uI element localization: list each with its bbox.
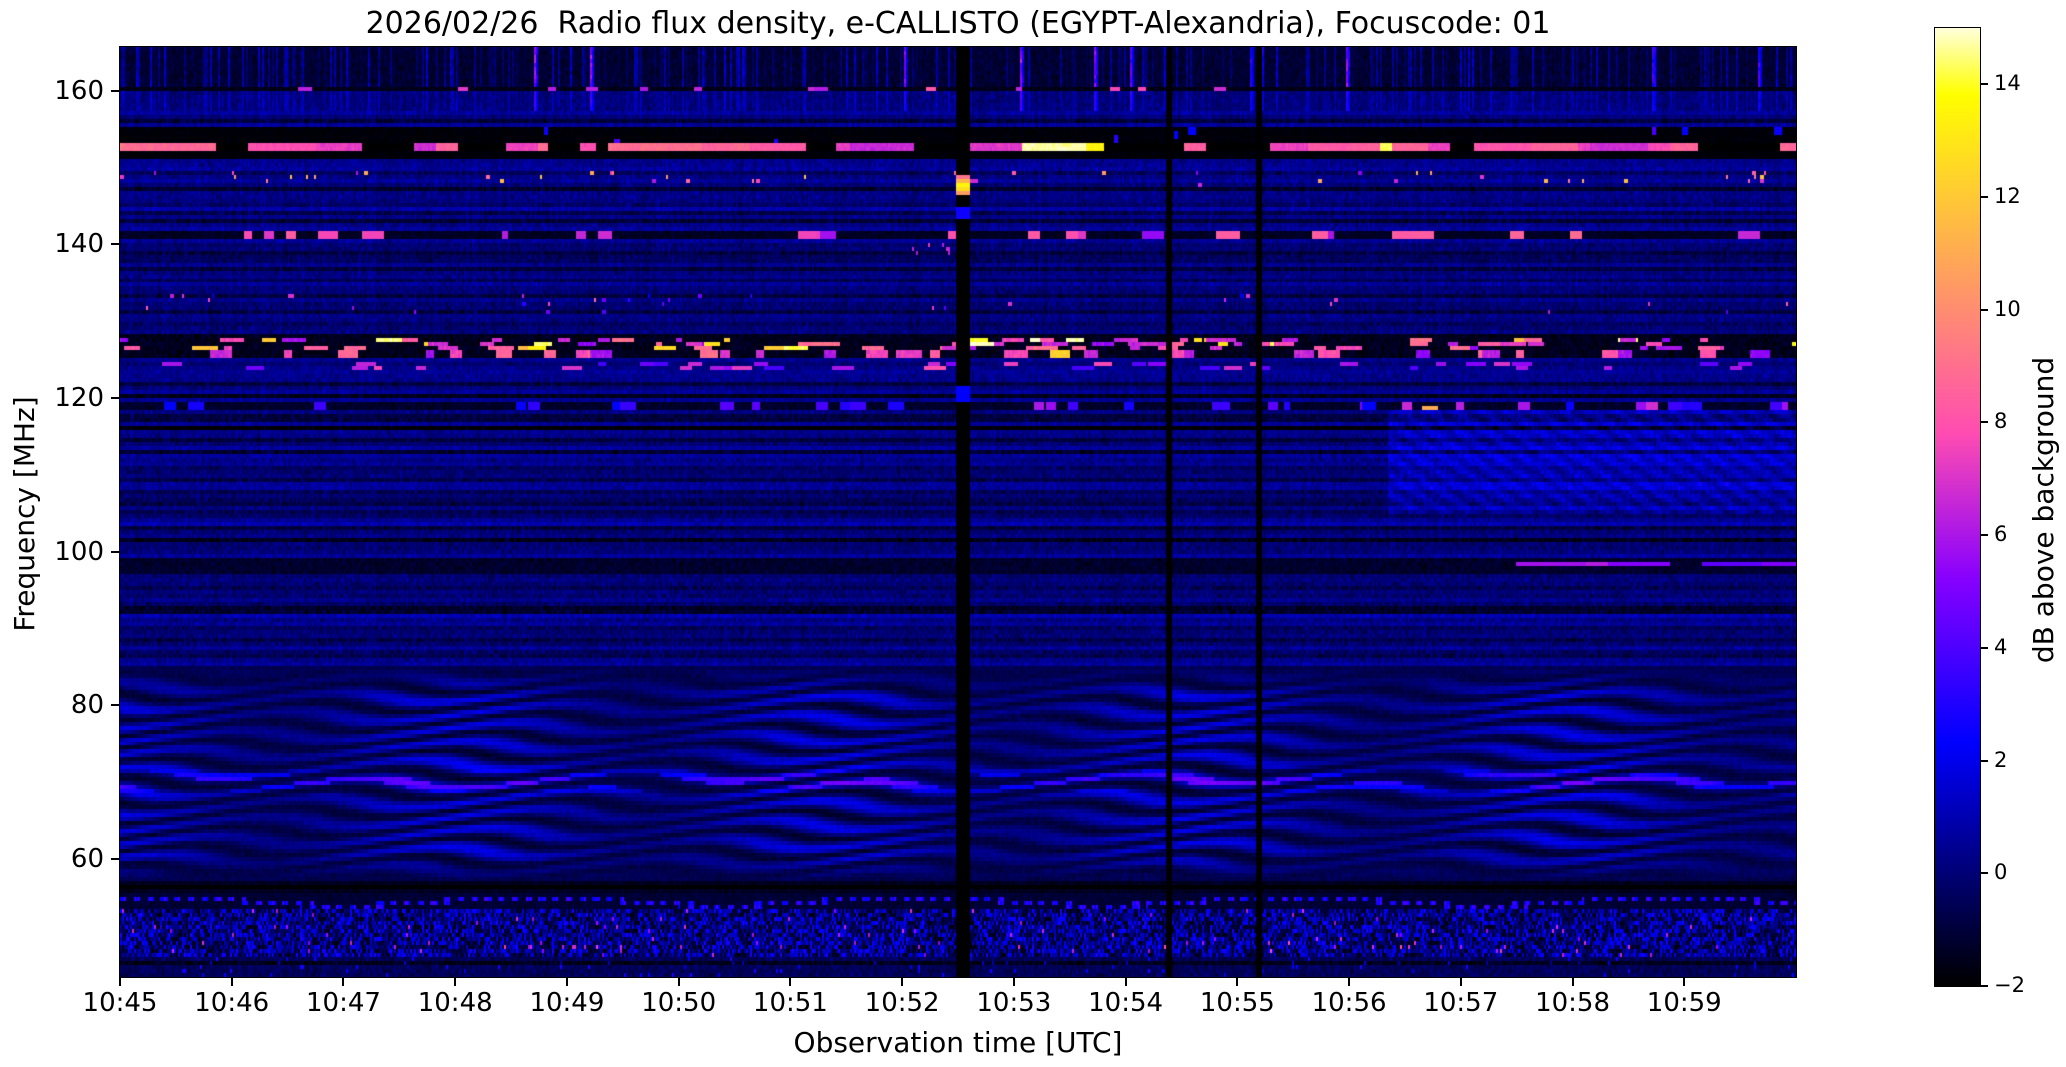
x-tick-label: 10:57 — [1423, 988, 1499, 1018]
y-tick — [111, 396, 119, 399]
x-tick-label: 10:56 — [1311, 988, 1387, 1018]
x-tick-label: 10:46 — [194, 988, 270, 1018]
x-tick — [789, 978, 792, 986]
x-tick — [1348, 978, 1351, 986]
y-tick — [111, 857, 119, 860]
colorbar-tick — [1981, 421, 1988, 424]
colorbar-gradient — [1935, 28, 1980, 986]
colorbar-tick — [1981, 985, 1988, 987]
x-tick — [342, 978, 345, 986]
x-tick — [1683, 978, 1686, 986]
colorbar-tick-label: 2 — [1994, 747, 2008, 772]
x-tick — [230, 978, 233, 986]
x-tick — [1459, 978, 1462, 986]
x-tick — [454, 978, 457, 986]
y-tick — [111, 550, 119, 553]
spectrogram-canvas — [120, 47, 1796, 977]
x-tick-label: 10:55 — [1199, 988, 1275, 1018]
colorbar-tick-label: 6 — [1994, 522, 2008, 547]
y-tick-label: 100 — [54, 536, 104, 567]
y-axis-label: Frequency [MHz] — [8, 396, 41, 632]
colorbar-tick-label: 14 — [1994, 71, 2021, 96]
x-tick — [565, 978, 568, 986]
x-tick-label: 10:59 — [1646, 988, 1722, 1018]
x-tick-label: 10:51 — [752, 988, 828, 1018]
x-tick-label: 10:49 — [529, 988, 605, 1018]
plot-title: 2026/02/26 Radio flux density, e-CALLIST… — [365, 6, 1551, 41]
x-tick-label: 10:47 — [305, 988, 381, 1018]
x-tick — [1571, 978, 1574, 986]
x-tick-label: 10:48 — [417, 988, 493, 1018]
y-tick — [111, 89, 119, 92]
x-tick-label: 10:58 — [1535, 988, 1610, 1018]
colorbar-tick — [1981, 83, 1988, 86]
y-tick-label: 80 — [70, 690, 104, 721]
x-tick — [1236, 978, 1239, 986]
y-tick-label: 60 — [70, 843, 104, 874]
colorbar-tick-label: 8 — [1994, 409, 2008, 434]
y-tick-label: 140 — [54, 229, 104, 260]
x-tick — [901, 978, 904, 986]
x-tick — [1124, 978, 1127, 986]
colorbar-tick — [1981, 308, 1988, 311]
colorbar — [1934, 27, 1981, 987]
x-axis-label: Observation time [UTC] — [793, 1026, 1123, 1059]
colorbar-tick — [1981, 759, 1988, 762]
colorbar-tick-label: 0 — [1994, 860, 2008, 885]
colorbar-tick-label: 4 — [1994, 634, 2008, 659]
plot-area — [119, 46, 1797, 978]
x-tick — [119, 978, 121, 986]
x-tick — [1012, 978, 1015, 986]
y-tick-label: 120 — [54, 382, 104, 413]
x-tick-label: 10:50 — [641, 988, 717, 1018]
colorbar-tick-label: 12 — [1994, 184, 2021, 209]
x-tick-label: 10:53 — [976, 988, 1052, 1018]
colorbar-tick — [1981, 646, 1988, 649]
x-tick-label: 10:54 — [1088, 988, 1164, 1018]
x-tick — [677, 978, 680, 986]
y-tick — [111, 243, 119, 246]
x-tick-label: 10:45 — [82, 988, 158, 1018]
y-tick — [111, 704, 119, 707]
x-tick-label: 10:52 — [864, 988, 940, 1018]
colorbar-tick — [1981, 872, 1988, 875]
colorbar-tick-label: 10 — [1994, 296, 2021, 321]
colorbar-tick — [1981, 534, 1988, 537]
colorbar-tick-label: −2 — [1994, 973, 2025, 997]
colorbar-tick — [1981, 196, 1988, 199]
colorbar-label: dB above background — [2027, 356, 2060, 664]
y-tick-label: 160 — [54, 75, 104, 106]
